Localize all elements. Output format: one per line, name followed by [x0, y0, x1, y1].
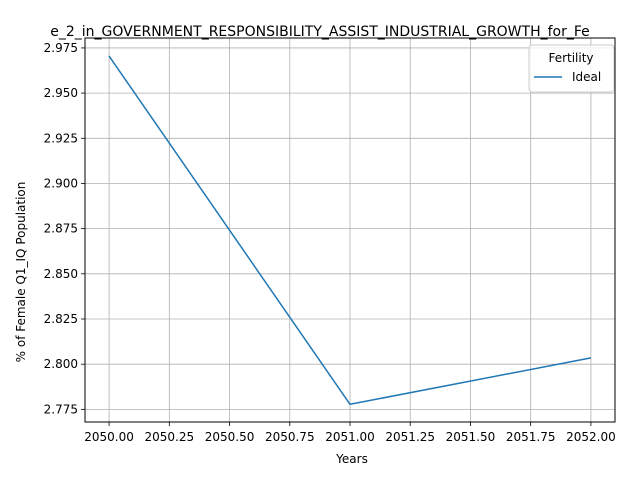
x-axis-ticks: 2050.00 2050.25 2050.50 2050.75 2051.00 2051.…: [84, 422, 616, 444]
y-tick-label: 2.850: [44, 267, 78, 281]
y-tick-label: 2.900: [44, 176, 78, 190]
x-tick-label: 2050.75: [265, 430, 315, 444]
y-tick-label: 2.825: [44, 312, 78, 326]
legend-title: Fertility: [548, 51, 593, 65]
grid-lines: [85, 38, 615, 422]
x-tick-label: 2050.25: [145, 430, 195, 444]
y-tick-label: 2.800: [44, 357, 78, 371]
x-axis-label: Years: [335, 452, 368, 466]
legend: Fertility Ideal: [528, 44, 615, 93]
y-axis-label: % of Female Q1_IQ Population: [14, 182, 28, 363]
x-tick-label: 2051.75: [506, 430, 556, 444]
y-axis-ticks: 2.775 2.800 2.825 2.850 2.875 2.900 2.925 2.950…: [44, 41, 85, 416]
series-line-ideal: [108, 55, 592, 406]
legend-box: [528, 44, 615, 93]
chart-title: e_2_in_GOVERNMENT_RESPONSIBILITY_ASSIST_…: [50, 24, 590, 40]
x-tick-label: 2051.00: [325, 430, 375, 444]
y-tick-label: 2.950: [44, 86, 78, 100]
y-tick-label: 2.925: [44, 131, 78, 145]
y-tick-label: 2.775: [44, 402, 78, 416]
x-tick-label: 2050.00: [84, 430, 134, 444]
y-tick-label: 2.875: [44, 222, 78, 236]
series-layer: [108, 55, 592, 406]
x-tick-label: 2051.50: [446, 430, 496, 444]
x-tick-label: 2052.00: [566, 430, 616, 444]
x-tick-label: 2051.25: [385, 430, 435, 444]
legend-label-ideal: Ideal: [572, 70, 601, 84]
x-tick-label: 2050.50: [205, 430, 255, 444]
y-tick-label: 2.975: [44, 41, 78, 55]
